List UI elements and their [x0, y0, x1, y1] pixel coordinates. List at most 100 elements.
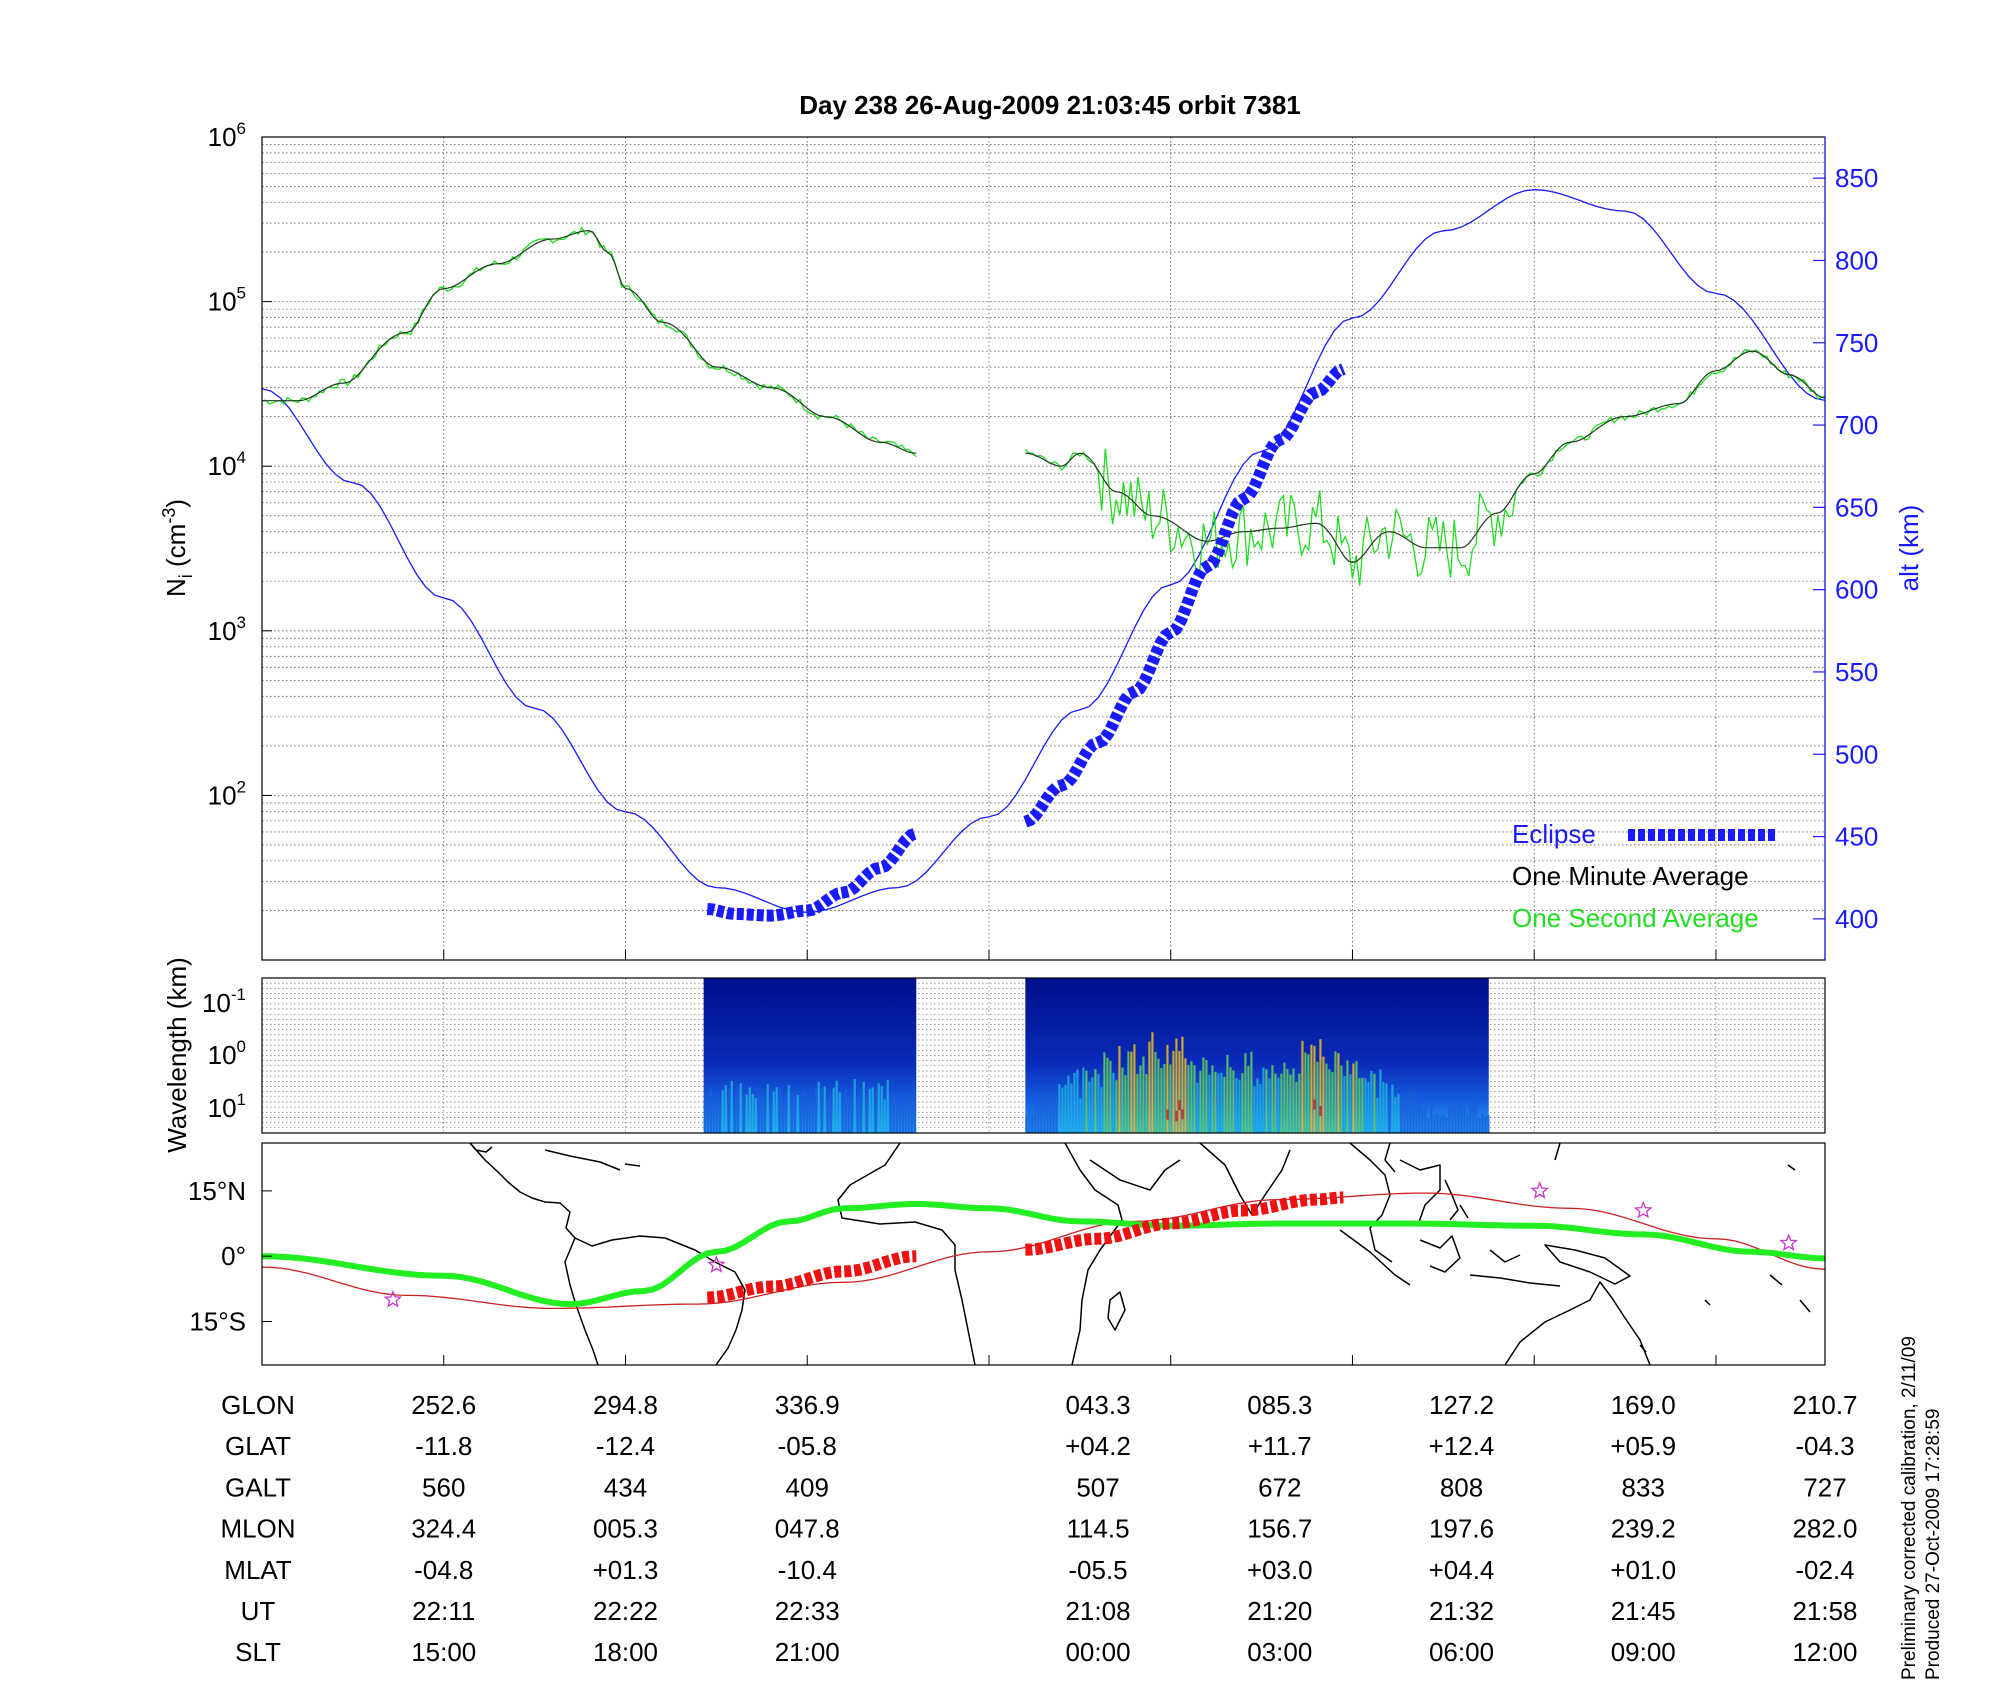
table-row-label: GALT: [225, 1472, 291, 1502]
spectrogram-column: [1052, 1096, 1055, 1133]
spectrogram-column: [802, 1089, 805, 1133]
table-row-label: GLON: [221, 1390, 295, 1420]
spectrogram-column: [1196, 1082, 1199, 1133]
spectrogram-column: [1139, 1065, 1142, 1133]
spectrogram-column: [793, 1099, 796, 1133]
table-cell: -05.5: [1068, 1555, 1127, 1585]
coast-philippines: [1444, 1179, 1469, 1221]
spectrogram-column: [1145, 1074, 1148, 1133]
spectrogram-column: [1403, 1094, 1406, 1133]
spectrogram-column: [1025, 1116, 1028, 1133]
spectrogram-column: [1391, 1084, 1394, 1133]
spectrogram-column: [1346, 1060, 1349, 1133]
table-cell: +01.3: [593, 1555, 659, 1585]
spectrogram-column: [1190, 1061, 1193, 1133]
table-cell: 169.0: [1611, 1390, 1676, 1420]
spectrogram-column: [1211, 1065, 1214, 1133]
spectrogram-column: [1457, 1100, 1460, 1133]
spectrogram-column: [1361, 1077, 1364, 1133]
chart-title: Day 238 26-Aug-2009 21:03:45 orbit 7381: [799, 90, 1301, 120]
spectrogram-column: [1370, 1070, 1373, 1133]
table-cell: 12:00: [1792, 1637, 1857, 1667]
spectrogram-column: [745, 1094, 748, 1133]
spectrogram-column: [829, 1094, 832, 1133]
production-note: Produced 27-Oct-2009 17:28:59: [1923, 1409, 1944, 1680]
spectrogram-column: [904, 1100, 907, 1133]
table-cell: +05.9: [1610, 1431, 1676, 1461]
coast-indonesia: [1339, 1229, 1561, 1287]
star-marker: [383, 1289, 403, 1308]
coast-japan-china: [1384, 1142, 1561, 1173]
altitude-tick-label: 700: [1835, 410, 1878, 440]
spectrogram-column: [1055, 1097, 1058, 1133]
spectrogram-column: [1469, 1100, 1472, 1133]
table-cell: 127.2: [1429, 1390, 1494, 1420]
altitude-tick-label: 550: [1835, 657, 1878, 687]
spectrogram-column: [1181, 1036, 1184, 1133]
spectrogram-column: [1223, 1076, 1226, 1133]
density-y-tick-label: 103: [208, 613, 246, 646]
spectrogram-column: [1466, 1113, 1469, 1133]
spectrogram-column: [796, 1095, 799, 1133]
table-cell: -04.8: [414, 1555, 473, 1585]
map-panel: 15°N 0° 15°S: [188, 1142, 1826, 1366]
spectrogram-column: [1121, 1067, 1124, 1133]
table-cell: 239.2: [1611, 1514, 1676, 1544]
table-cell: +01.0: [1610, 1555, 1676, 1585]
spectrogram-column: [823, 1086, 826, 1133]
table-row-label: UT: [241, 1596, 276, 1626]
spectrogram-column: [1097, 1073, 1100, 1133]
spectrogram-column: [1433, 1114, 1436, 1133]
spectrogram-column: [1238, 1079, 1241, 1133]
table-cell: 808: [1440, 1472, 1483, 1502]
spectrogram-column: [1199, 1070, 1202, 1133]
spectrogram-y-tick-label: 101: [208, 1090, 246, 1123]
spectrogram-column: [1319, 1039, 1322, 1133]
spectrogram-column: [835, 1080, 838, 1133]
spectrogram-column: [895, 1099, 898, 1133]
spectrogram-column: [1040, 1098, 1043, 1133]
spectrogram-column: [1049, 1104, 1052, 1133]
spectrogram-column: [1298, 1073, 1301, 1133]
spectrogram-column: [781, 1103, 784, 1133]
spectrogram-column: [1253, 1085, 1256, 1133]
spectrogram-column: [1322, 1056, 1325, 1133]
spectrogram-column: [1163, 1063, 1166, 1133]
density-y-tick-label: 106: [208, 119, 246, 152]
spectrogram-column: [892, 1095, 895, 1133]
spectrogram-column: [736, 1086, 739, 1133]
table-cell: 156.7: [1247, 1514, 1312, 1544]
table-cell: 03:00: [1247, 1637, 1312, 1667]
spectrogram-plot-area: [703, 978, 1490, 1133]
spectrogram-column: [889, 1097, 892, 1133]
one-second-average-line: [1024, 348, 1826, 586]
spectrogram-column: [1064, 1084, 1067, 1133]
spectrogram-column: [784, 1093, 787, 1133]
spectrogram-column: [724, 1085, 727, 1133]
spectrogram-column: [1067, 1075, 1070, 1133]
spectrogram-column: [1481, 1113, 1484, 1133]
spectrogram-column: [772, 1091, 775, 1133]
spectrogram-column: [1397, 1093, 1400, 1133]
spectrogram-column: [1046, 1102, 1049, 1133]
spectrogram-column: [1148, 1041, 1151, 1133]
spectrogram-column: [1331, 1072, 1334, 1133]
table-cell: 434: [604, 1472, 647, 1502]
spectrogram-column: [769, 1100, 772, 1133]
spectrogram-column: [1421, 1108, 1424, 1133]
spectrogram-column: [1463, 1108, 1466, 1133]
spectrogram-column: [1307, 1054, 1310, 1133]
spectrogram-column: [1217, 1073, 1220, 1133]
table-cell: 09:00: [1611, 1637, 1676, 1667]
spectrogram-column: [1412, 1094, 1415, 1133]
spectrogram-y-tick-label: 10-1: [202, 985, 246, 1018]
star-marker: [1633, 1200, 1653, 1219]
spectrogram-column: [790, 1107, 793, 1133]
spectrogram-column: [1124, 1075, 1127, 1133]
eclipse-segment: [1023, 363, 1346, 828]
spectrogram-column: [862, 1081, 865, 1133]
table-cell: 21:00: [775, 1637, 840, 1667]
table-cell: 560: [422, 1472, 465, 1502]
spectrogram-column: [907, 1095, 910, 1133]
map-frame: [261, 1142, 1826, 1366]
